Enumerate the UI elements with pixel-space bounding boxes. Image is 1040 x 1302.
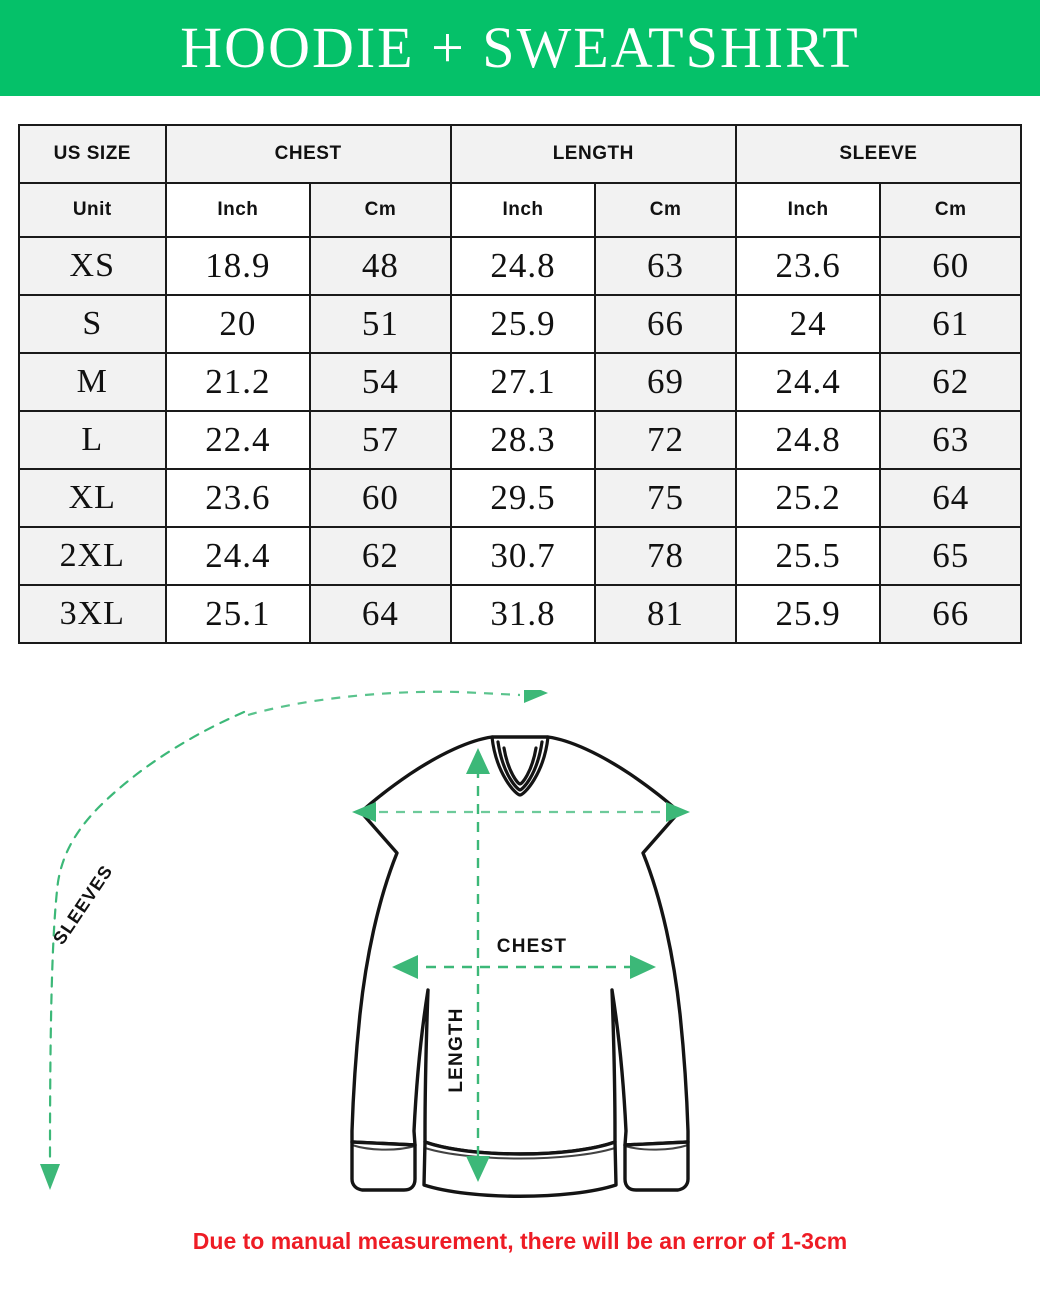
sleeves-measure-line [48,710,246,1160]
chest-arrow-right [630,955,656,979]
neckline [490,735,550,797]
cell-size: XL [18,468,167,528]
cell-chest-inch: 24.4 [164,526,312,586]
cell-length-cm: 72 [594,410,737,470]
cell-sleeve-cm: 60 [879,236,1022,296]
length-arrow-down [466,1156,490,1182]
cell-length-inch: 31.8 [449,584,597,644]
cell-length-cm: 81 [594,584,737,644]
cell-sleeve-cm: 62 [879,352,1022,412]
cell-length-cm: 69 [594,352,737,412]
table-unit-header-row: Unit Inch Cm Inch Cm Inch Cm [18,182,1022,238]
table-row: XS 18.9 48 24.8 63 23.6 60 [18,236,1022,296]
page-title: HOODIE + SWEATSHIRT [180,15,860,80]
chest-arrow-left [392,955,418,979]
size-chart-table: US SIZE CHEST LENGTH SLEEVE Unit Inch Cm… [18,124,1023,644]
header-chest-inch: Inch [164,182,312,238]
size-chart-table-body: XS 18.9 48 24.8 63 23.6 60 S 20 51 25.9 66 24 61 M 21.2… [18,236,1022,644]
cell-chest-cm: 54 [309,352,452,412]
header-length-inch: Inch [449,182,597,238]
cell-size: XS [18,236,167,296]
cell-sleeve-cm: 61 [879,294,1022,354]
cell-chest-cm: 64 [309,584,452,644]
header-sleeve-inch: Inch [734,182,882,238]
header-chest-cm: Cm [309,182,452,238]
measurement-disclaimer: Due to manual measurement, there will be… [192,1228,848,1254]
cell-chest-inch: 25.1 [164,584,312,644]
header-unit: Unit [18,182,167,238]
garment-diagram: CHEST LENGTH SLEEVES [0,690,1040,1220]
cell-sleeve-inch: 23.6 [734,236,882,296]
sleeves-label: SLEEVES [49,861,117,948]
cell-length-inch: 24.8 [449,236,597,296]
cell-length-cm: 63 [594,236,737,296]
cell-chest-inch: 22.4 [164,410,312,470]
cell-length-inch: 25.9 [449,294,597,354]
shoulder-slope-line [247,690,521,717]
header-sleeve: SLEEVE [734,124,1023,184]
cell-size: S [18,294,167,354]
cell-chest-inch: 21.2 [164,352,312,412]
cell-sleeve-cm: 63 [879,410,1022,470]
length-label: LENGTH [446,1007,467,1092]
shoulder-slope-arrow [524,690,548,703]
cell-length-inch: 29.5 [449,468,597,528]
table-row: XL 23.6 60 29.5 75 25.2 64 [18,468,1022,528]
shoulder-arrow-right [666,802,690,822]
cell-length-cm: 66 [594,294,737,354]
header-sleeve-cm: Cm [879,182,1022,238]
cell-sleeve-cm: 64 [879,468,1022,528]
cell-chest-cm: 62 [309,526,452,586]
header-us-size: US SIZE [18,124,167,184]
table-group-header-row: US SIZE CHEST LENGTH SLEEVE [18,124,1023,184]
cell-length-inch: 27.1 [449,352,597,412]
length-arrow-up [466,748,490,774]
cell-chest-inch: 23.6 [164,468,312,528]
cell-sleeve-inch: 24.8 [734,410,882,470]
table-row: M 21.2 54 27.1 69 24.4 62 [18,352,1022,412]
chest-label: CHEST [497,936,567,957]
cell-size: M [18,352,167,412]
cell-chest-cm: 57 [309,410,452,470]
size-chart-table-container: US SIZE CHEST LENGTH SLEEVE Unit Inch Cm… [18,124,1023,644]
table-row: 3XL 25.1 64 31.8 81 25.9 66 [18,584,1022,644]
cell-sleeve-inch: 25.9 [734,584,882,644]
cell-length-cm: 78 [594,526,737,586]
cell-sleeve-inch: 24.4 [734,352,882,412]
cell-length-inch: 30.7 [449,526,597,586]
header-chest: CHEST [164,124,452,184]
cell-sleeve-inch: 25.2 [734,468,882,528]
header-length: LENGTH [449,124,737,184]
cell-chest-inch: 20 [164,294,312,354]
cell-chest-cm: 60 [309,468,452,528]
table-row: S 20 51 25.9 66 24 61 [18,294,1022,354]
sleeves-arrow-down [40,1164,60,1190]
cell-chest-cm: 48 [309,236,452,296]
header-length-cm: Cm [594,182,737,238]
cell-length-inch: 28.3 [449,410,597,470]
cell-sleeve-cm: 65 [879,526,1022,586]
cell-length-cm: 75 [594,468,737,528]
cell-sleeve-inch: 25.5 [734,526,882,586]
table-row: 2XL 24.4 62 30.7 78 25.5 65 [18,526,1022,586]
cell-chest-cm: 51 [309,294,452,354]
cell-sleeve-inch: 24 [734,294,882,354]
shoulder-arrow-left [352,802,376,822]
cuff-seams [351,1144,689,1160]
table-row: L 22.4 57 28.3 72 24.8 63 [18,410,1022,470]
cell-size: 2XL [18,526,167,586]
header-banner: HOODIE + SWEATSHIRT [0,0,1040,96]
cell-chest-inch: 18.9 [164,236,312,296]
cell-size: 3XL [18,584,167,644]
cell-sleeve-cm: 66 [879,584,1022,644]
cell-size: L [18,410,167,470]
